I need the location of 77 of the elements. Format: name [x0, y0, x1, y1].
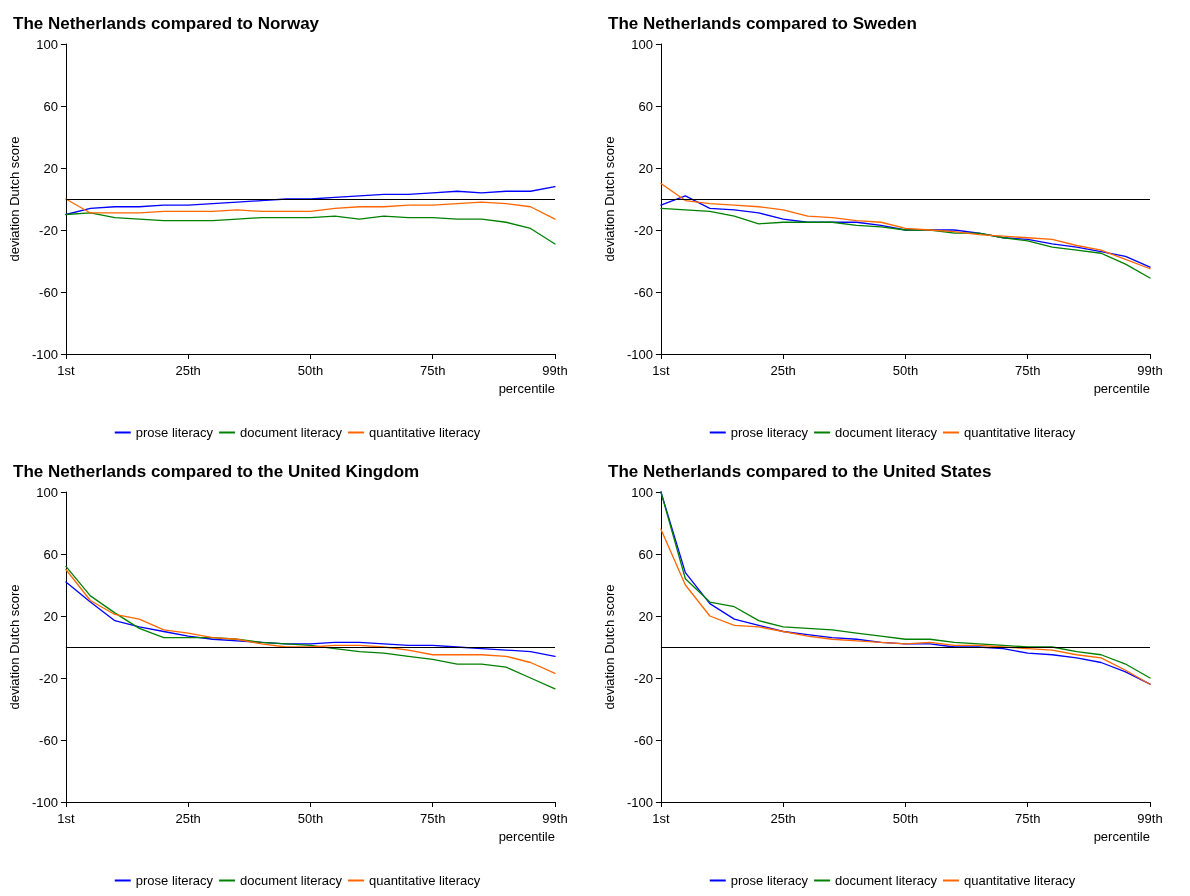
- x-tick-label: 75th: [1015, 363, 1041, 378]
- y-tick-label: -60: [39, 732, 58, 748]
- line-series: [65, 212, 556, 245]
- legend-label: quantitative literacy: [368, 873, 481, 888]
- y-tick-label: 60: [43, 546, 58, 562]
- chart-title: The Netherlands compared to the United Kingdom: [13, 462, 420, 481]
- legend-label: prose literacy: [730, 873, 809, 888]
- legend-label: document literacy: [835, 425, 938, 440]
- legend-label: document literacy: [240, 425, 343, 440]
- legend-label: document literacy: [240, 873, 343, 888]
- legend-label: quantitative literacy: [963, 873, 1076, 888]
- chart-title: The Netherlands compared to the United States: [608, 462, 992, 481]
- legend-label: quantitative literacy: [963, 425, 1076, 440]
- chart-title: The Netherlands compared to Norway: [13, 14, 320, 33]
- legend-label: prose literacy: [730, 425, 809, 440]
- y-tick-label: -20: [39, 222, 58, 238]
- line-series: [65, 565, 556, 690]
- x-tick-label: 50th: [297, 363, 324, 378]
- y-axis-title: deviation Dutch score: [602, 584, 617, 710]
- legend-label: prose literacy: [135, 425, 214, 440]
- y-tick-label: -100: [626, 794, 653, 810]
- x-tick-label: 50th: [892, 363, 919, 378]
- y-tick-label: 100: [631, 36, 653, 52]
- line-series: [660, 207, 1151, 279]
- line-series: [660, 528, 1151, 685]
- y-tick-label: -20: [634, 222, 653, 238]
- y-tick-label: -60: [634, 732, 653, 748]
- y-tick-label: 60: [43, 98, 58, 114]
- y-axis-title: deviation Dutch score: [7, 136, 22, 262]
- chart-title: The Netherlands compared to Sweden: [608, 14, 917, 33]
- line-series: [65, 581, 556, 657]
- y-tick-label: 60: [638, 546, 653, 562]
- x-tick-label: 1st: [57, 811, 75, 826]
- y-tick-label: 20: [43, 160, 58, 176]
- y-tick-label: 100: [36, 484, 58, 500]
- x-axis-title: percentile: [498, 829, 555, 844]
- x-tick-label: 1st: [652, 811, 670, 826]
- x-tick-label: 99th: [542, 363, 568, 378]
- x-tick-label: 50th: [892, 811, 919, 826]
- legend-label: document literacy: [835, 873, 938, 888]
- x-tick-label: 99th: [1137, 811, 1163, 826]
- x-tick-label: 1st: [652, 363, 670, 378]
- y-axis-title: deviation Dutch score: [7, 584, 22, 710]
- line-series: [65, 568, 556, 674]
- y-tick-label: 60: [638, 98, 653, 114]
- line-series: [65, 185, 556, 216]
- x-tick-label: 99th: [1137, 363, 1163, 378]
- line-series: [65, 198, 556, 220]
- y-tick-label: 100: [36, 36, 58, 52]
- x-tick-label: 25th: [770, 363, 796, 378]
- y-tick-label: -100: [31, 794, 58, 810]
- y-tick-label: 20: [638, 608, 653, 624]
- y-tick-label: -100: [31, 346, 58, 362]
- legend-label: quantitative literacy: [368, 425, 481, 440]
- x-tick-label: 50th: [297, 811, 324, 826]
- x-tick-label: 75th: [1015, 811, 1041, 826]
- x-axis-title: percentile: [1093, 829, 1150, 844]
- x-tick-label: 25th: [175, 811, 201, 826]
- x-tick-label: 25th: [770, 811, 796, 826]
- y-tick-label: 100: [631, 484, 653, 500]
- x-tick-label: 99th: [542, 811, 568, 826]
- y-tick-label: -20: [39, 670, 58, 686]
- y-tick-label: -60: [634, 284, 653, 300]
- y-tick-label: -100: [626, 346, 653, 362]
- x-axis-title: percentile: [498, 381, 555, 396]
- y-tick-label: -60: [39, 284, 58, 300]
- line-series: [660, 182, 1151, 270]
- x-tick-label: 25th: [175, 363, 201, 378]
- y-tick-label: 20: [638, 160, 653, 176]
- y-tick-label: 20: [43, 608, 58, 624]
- x-tick-label: 75th: [420, 811, 446, 826]
- legend-label: prose literacy: [135, 873, 214, 888]
- y-axis-title: deviation Dutch score: [602, 136, 617, 262]
- x-tick-label: 75th: [420, 363, 446, 378]
- y-tick-label: -20: [634, 670, 653, 686]
- x-tick-label: 1st: [57, 363, 75, 378]
- x-axis-title: percentile: [1093, 381, 1150, 396]
